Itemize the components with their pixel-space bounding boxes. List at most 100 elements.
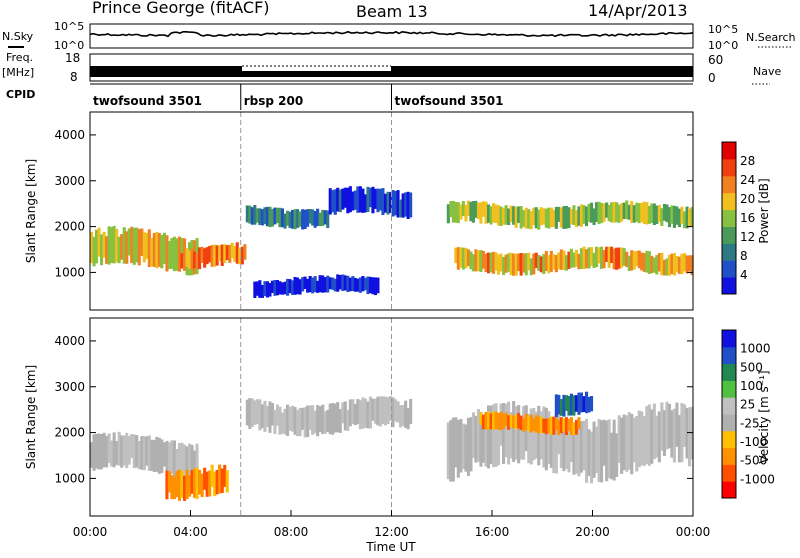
echo-cell xyxy=(466,200,470,216)
echo-cell xyxy=(514,206,518,228)
echo-cell xyxy=(567,418,571,473)
echo-cell xyxy=(537,254,541,271)
echo-cell xyxy=(595,202,599,222)
echo-cell xyxy=(542,418,546,433)
echo-cell xyxy=(670,253,674,275)
echo-cell xyxy=(263,400,267,432)
echo-cell xyxy=(519,415,523,430)
echo-cell xyxy=(177,251,181,271)
power-colorbar-label: Power [dB] xyxy=(757,178,771,243)
y-tick-label: 4000 xyxy=(54,128,85,142)
echo-cell xyxy=(547,418,551,434)
echo-cell xyxy=(105,435,109,468)
echo-cell xyxy=(539,416,543,434)
echo-band xyxy=(253,274,380,298)
echo-cell xyxy=(338,189,342,213)
echo-cell xyxy=(635,250,639,266)
y-tick-label: 1000 xyxy=(54,265,85,279)
echo-cell xyxy=(461,201,465,217)
echo-cell xyxy=(509,252,513,276)
echo-cell xyxy=(607,204,611,222)
echo-cell xyxy=(456,202,460,224)
echo-cell xyxy=(469,251,473,270)
echo-cell xyxy=(497,254,501,275)
echo-cell xyxy=(479,202,483,224)
echo-cell xyxy=(363,277,367,291)
echo-cell xyxy=(637,203,641,224)
echo-cell xyxy=(298,407,302,437)
echo-cell xyxy=(142,232,146,263)
echo-cell xyxy=(150,237,154,267)
echo-cell xyxy=(667,207,671,228)
echo-cell xyxy=(562,429,566,472)
echo-cell xyxy=(213,244,217,267)
echo-cell xyxy=(630,250,634,271)
echo-cell xyxy=(615,202,619,223)
colorbar-cell xyxy=(722,226,736,244)
echo-cell xyxy=(205,247,209,265)
echo-cell xyxy=(466,249,470,267)
echo-cell xyxy=(652,203,656,225)
echo-cell xyxy=(489,413,493,430)
echo-band xyxy=(446,200,694,230)
echo-band xyxy=(177,242,247,271)
echo-cell xyxy=(92,236,96,267)
echo-cell xyxy=(615,433,619,477)
echo-cell xyxy=(328,277,332,290)
colorbar-tick-label: 4 xyxy=(740,268,748,282)
echo-cell xyxy=(157,437,161,474)
colorbar-cell xyxy=(722,192,736,211)
echo-cell xyxy=(391,190,395,217)
echo-cell xyxy=(683,211,687,229)
echo-cell xyxy=(544,251,548,271)
echo-cell xyxy=(270,403,274,426)
echo-cell xyxy=(572,422,576,475)
echo-cell xyxy=(291,209,295,229)
echo-cell xyxy=(195,253,199,269)
colorbar-cell xyxy=(722,346,736,365)
echo-cell xyxy=(280,412,284,434)
echo-cell xyxy=(464,247,468,269)
echo-cell xyxy=(165,440,169,471)
y-tick-label: 2000 xyxy=(54,426,85,440)
echo-cell xyxy=(341,402,345,424)
echo-cell xyxy=(278,281,282,295)
echo-cell xyxy=(517,413,521,429)
echo-cell xyxy=(582,246,586,270)
echo-cell xyxy=(454,247,458,264)
echo-cell xyxy=(185,469,189,500)
echo-cell xyxy=(346,187,350,214)
echo-cell xyxy=(137,441,141,470)
echo-cell xyxy=(258,280,262,298)
velocity-ylabel: Slant Range [km] xyxy=(24,365,38,469)
echo-cell xyxy=(260,209,264,226)
echo-cell xyxy=(539,207,543,226)
colorbar-cell xyxy=(722,464,736,482)
echo-cell xyxy=(356,399,360,425)
echo-cell xyxy=(557,419,561,435)
echo-cell xyxy=(662,204,666,221)
echo-cell xyxy=(183,254,187,271)
echo-cell xyxy=(554,255,558,273)
echo-cell xyxy=(527,414,531,464)
echo-cell xyxy=(539,256,543,273)
echo-cell xyxy=(519,415,523,460)
echo-cell xyxy=(97,227,101,257)
colorbar-tick-label: -25 xyxy=(740,416,760,430)
echo-cell xyxy=(125,432,129,469)
echo-cell xyxy=(353,403,357,426)
echo-cell xyxy=(509,414,513,428)
echo-cell xyxy=(502,256,506,275)
echo-cell xyxy=(677,415,681,463)
echo-cell xyxy=(610,202,614,223)
echo-cell xyxy=(534,207,538,229)
nsearch-tick-top: 10^5 xyxy=(708,23,738,36)
echo-cell xyxy=(647,404,651,466)
y-tick-label: 4000 xyxy=(54,334,85,348)
echo-cell xyxy=(404,192,408,217)
echo-cell xyxy=(602,419,606,466)
echo-cell xyxy=(660,208,664,226)
echo-cell xyxy=(577,253,581,270)
echo-cell xyxy=(504,403,508,458)
echo-cell xyxy=(361,188,365,213)
